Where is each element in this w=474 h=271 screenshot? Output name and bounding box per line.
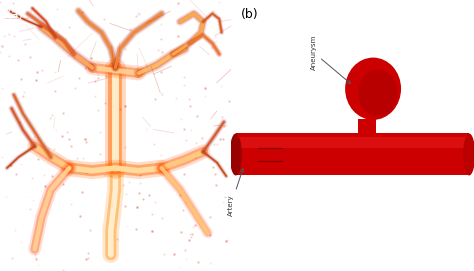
Ellipse shape [229, 134, 242, 176]
Text: (b): (b) [241, 8, 258, 21]
Ellipse shape [345, 58, 401, 120]
Bar [358, 119, 375, 135]
Text: Aneurysm: Aneurysm [310, 35, 351, 83]
Ellipse shape [358, 69, 398, 116]
Ellipse shape [463, 134, 474, 176]
Bar [236, 134, 469, 176]
Text: Artery: Artery [228, 169, 244, 216]
Bar [236, 137, 469, 148]
Text: (a): (a) [7, 8, 25, 21]
